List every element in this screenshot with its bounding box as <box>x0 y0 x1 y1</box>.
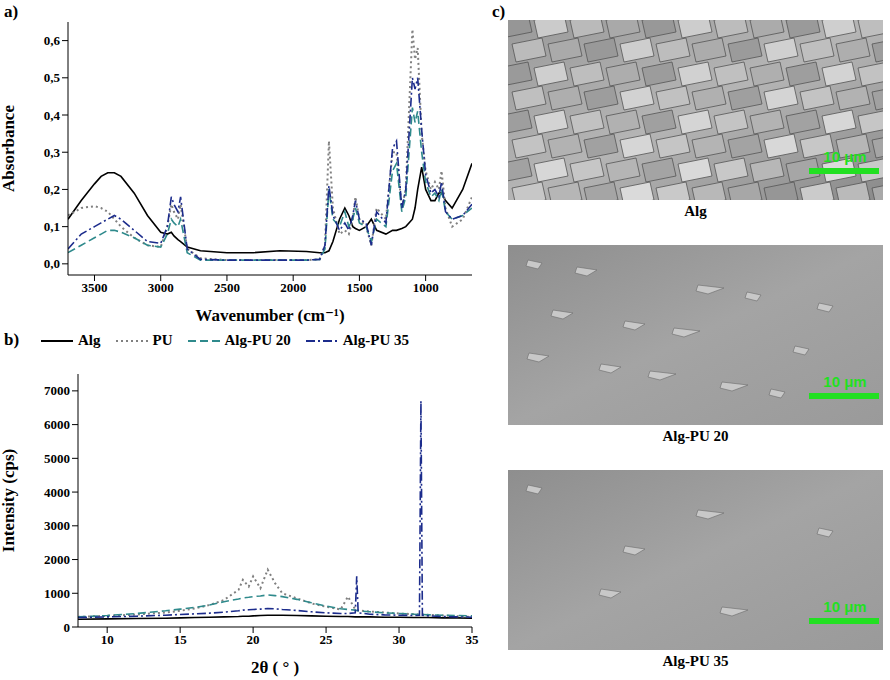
svg-text:35: 35 <box>466 632 480 647</box>
svg-text:2000: 2000 <box>280 280 306 295</box>
svg-text:25: 25 <box>320 632 334 647</box>
svg-text:10 μm: 10 μm <box>823 598 866 615</box>
html-text:PU: PU <box>152 332 173 348</box>
svg-text:10 μm: 10 μm <box>823 373 866 390</box>
svg-text:2500: 2500 <box>214 280 240 295</box>
html-text:Alg-PU 35: Alg-PU 35 <box>662 653 729 669</box>
html-text:Alg: Alg <box>684 203 707 219</box>
svg-text:5000: 5000 <box>44 451 70 466</box>
svg-text:3500: 3500 <box>81 280 107 295</box>
html-text:b): b) <box>4 330 20 349</box>
svg-text:0,0: 0,0 <box>44 256 60 271</box>
html-text:Alg-PU 20: Alg-PU 20 <box>662 428 729 444</box>
svg-text:4000: 4000 <box>44 485 70 500</box>
svg-text:3000: 3000 <box>148 280 174 295</box>
svg-text:30: 30 <box>393 632 406 647</box>
svg-text:0,6: 0,6 <box>44 33 61 48</box>
svg-text:1500: 1500 <box>346 280 372 295</box>
svg-text:0,1: 0,1 <box>44 219 60 234</box>
svg-text:0,5: 0,5 <box>44 70 61 85</box>
svg-text:1000: 1000 <box>44 586 70 601</box>
svg-text:10 μm: 10 μm <box>823 148 866 165</box>
svg-text:20: 20 <box>247 632 260 647</box>
html-text:Alg-PU 35: Alg-PU 35 <box>342 332 409 348</box>
html-text:Alg-PU 20: Alg-PU 20 <box>224 332 291 348</box>
svg-text:Intensity (cps): Intensity (cps) <box>0 449 18 552</box>
svg-text:0,2: 0,2 <box>44 182 60 197</box>
html-text:Alg: Alg <box>78 332 101 348</box>
svg-text:Absorbance: Absorbance <box>0 105 18 192</box>
html-text:c): c) <box>492 2 506 21</box>
html-text:a): a) <box>4 2 19 21</box>
svg-text:0: 0 <box>64 620 71 635</box>
svg-text:0,4: 0,4 <box>44 108 61 123</box>
svg-text:7000: 7000 <box>44 383 70 398</box>
svg-text:3000: 3000 <box>44 518 70 533</box>
svg-text:Wavenumber (cm⁻¹): Wavenumber (cm⁻¹) <box>195 306 344 325</box>
svg-text:15: 15 <box>174 632 188 647</box>
svg-text:6000: 6000 <box>44 417 70 432</box>
svg-text:10: 10 <box>101 632 114 647</box>
svg-text:2000: 2000 <box>44 552 70 567</box>
svg-text:2θ ( ° ): 2θ ( ° ) <box>251 658 299 677</box>
svg-text:0,3: 0,3 <box>44 145 61 160</box>
svg-text:1000: 1000 <box>413 280 439 295</box>
